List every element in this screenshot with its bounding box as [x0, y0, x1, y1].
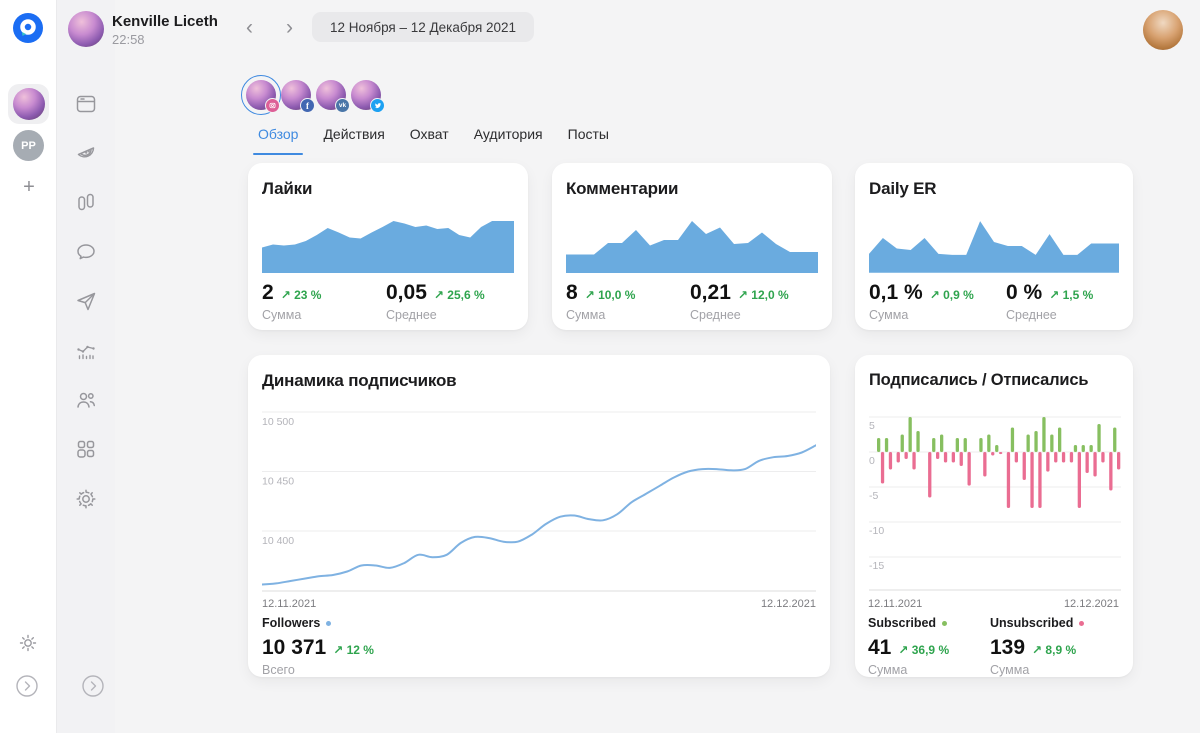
stat-average: 0,21 ↗ 12,0 % Среднее: [690, 281, 789, 322]
profile-avatar[interactable]: [1143, 10, 1183, 50]
svg-text:10 500: 10 500: [262, 416, 294, 428]
card-title: Daily ER: [869, 179, 937, 198]
nav-statistics[interactable]: [74, 339, 98, 363]
date-next-button[interactable]: ›: [286, 16, 293, 39]
livedune-logo[interactable]: [13, 13, 43, 43]
nav-watermelon[interactable]: [74, 141, 98, 165]
paper-plane-icon: [77, 292, 96, 311]
legend-dot-green: [942, 620, 948, 626]
nav-widgets[interactable]: [74, 437, 98, 461]
people-icon: [77, 392, 96, 408]
nav-comments[interactable]: [74, 240, 98, 264]
nav-direct[interactable]: [74, 289, 98, 313]
livedune-logo-icon: [13, 13, 43, 43]
svg-text:0: 0: [869, 455, 875, 467]
daily-er-sparkline-chart: [869, 221, 1119, 273]
likes-sparkline-chart: [262, 221, 514, 273]
nav-rail: [57, 0, 115, 733]
active-workspace-avatar[interactable]: [8, 84, 49, 124]
instagram-badge-icon: [265, 98, 280, 113]
gear-icon: [76, 489, 96, 509]
account-vk[interactable]: vk: [316, 80, 350, 113]
nav-settings[interactable]: [74, 487, 98, 511]
twitter-badge-icon: [370, 98, 385, 113]
theme-toggle-button[interactable]: [17, 632, 39, 659]
account-facebook[interactable]: f: [281, 80, 315, 113]
account-instagram[interactable]: [241, 75, 281, 115]
x-axis-labels: 12.11.2021 12.12.2021: [868, 598, 1119, 610]
nav-audience[interactable]: [74, 388, 98, 412]
legend-label: Followers: [262, 616, 321, 630]
tab-posts[interactable]: Посты: [567, 126, 609, 142]
x-axis-labels: 12.11.2021 12.12.2021: [262, 598, 816, 610]
dashboard-icon: [76, 95, 96, 113]
comment-bubble-icon: [77, 244, 95, 260]
nav-compare[interactable]: [74, 190, 98, 214]
x-start-label: 12.11.2021: [262, 598, 317, 610]
collapse-rail-button[interactable]: [15, 674, 39, 703]
tab-actions[interactable]: Действия: [323, 126, 385, 142]
compare-columns-icon: [78, 193, 94, 211]
stat-average: 0,05 ↗ 25,6 % Среднее: [386, 281, 485, 322]
nav-dashboard[interactable]: [74, 92, 98, 116]
tab-audience[interactable]: Аудитория: [473, 126, 543, 142]
subscribed-bar-chart: 5 0 -5 -10 -15: [869, 416, 1121, 591]
current-account-name: Kenville Liceth: [112, 13, 218, 30]
primary-rail: PP +: [0, 0, 57, 733]
likes-card: Лайки 2 ↗ 23 % Сумма 0,05 ↗ 25,6 % Среднее: [248, 163, 528, 330]
widgets-grid-icon: [77, 440, 95, 458]
add-workspace-button[interactable]: +: [23, 175, 35, 198]
workspace-avatar-image: [12, 88, 45, 120]
collapse-nav-button[interactable]: [81, 674, 105, 703]
stat-sum: 0,1 % ↗ 0,9 % Сумма: [869, 281, 974, 322]
x-end-label: 12.12.2021: [1063, 598, 1119, 610]
subscribers-flow-card: Подписались / Отписались 5 0 -5 -10 -15 12.1…: [855, 355, 1133, 677]
x-end-label: 12.12.2021: [760, 598, 816, 610]
tab-reach[interactable]: Охват: [409, 126, 449, 142]
svg-text:5: 5: [869, 420, 875, 432]
account-twitter[interactable]: [351, 80, 385, 113]
date-range-picker[interactable]: 12 Ноября – 12 Декабря 2021: [312, 12, 535, 42]
facebook-badge-icon: f: [300, 98, 315, 113]
sun-icon: [19, 634, 37, 652]
svg-text:-5: -5: [869, 490, 878, 502]
svg-text:-10: -10: [869, 525, 884, 537]
stat-average: 0 % ↗ 1,5 % Среднее: [1006, 281, 1094, 322]
chevron-right-circle-icon: [16, 675, 38, 697]
workspace-pp-avatar[interactable]: PP: [13, 130, 44, 161]
followers-line-chart: 10 500 10 450 10 400: [262, 411, 816, 592]
vk-badge-icon: vk: [335, 98, 350, 113]
legend-label: Subscribed: [868, 616, 937, 630]
tab-overview[interactable]: Обзор: [252, 126, 304, 155]
current-account-avatar[interactable]: [68, 11, 104, 47]
stats-dots-icon: [77, 345, 95, 360]
x-start-label: 12.11.2021: [868, 598, 923, 610]
stat-sum: 2 ↗ 23 % Сумма: [262, 281, 322, 322]
legend-label: Unsubscribed: [990, 616, 1074, 630]
stat-sum: 8 ↗ 10,0 % Сумма: [566, 281, 636, 322]
subscribed-stat: Subscribed 41 ↗ 36,9 % Сумма: [868, 616, 950, 677]
watermelon-icon: [77, 147, 95, 158]
comments-card: Комментарии 8 ↗ 10,0 % Сумма 0,21 ↗ 12,0 %…: [552, 163, 832, 330]
followers-dynamics-card: Динамика подписчиков 10 500 10 450 10 400 …: [248, 355, 830, 677]
unsubscribed-stat: Unsubscribed 139 ↗ 8,9 % Сумма: [990, 616, 1085, 677]
svg-text:10 450: 10 450: [262, 476, 294, 488]
comments-sparkline-chart: [566, 221, 818, 273]
followers-total-stat: Followers 10 371 ↗ 12 % Всего: [262, 616, 374, 677]
date-prev-button[interactable]: ‹: [246, 16, 253, 39]
card-title: Лайки: [262, 179, 313, 198]
svg-text:10 400: 10 400: [262, 535, 294, 547]
section-tabs: Обзор Действия Охват Аудитория Посты: [252, 126, 609, 155]
daily-er-card: Daily ER 0,1 % ↗ 0,9 % Сумма 0 % ↗ 1,5 % С…: [855, 163, 1133, 330]
card-title: Комментарии: [566, 179, 679, 198]
svg-text:-15: -15: [869, 560, 884, 572]
card-title: Подписались / Отписались: [869, 371, 1089, 389]
current-account-time: 22:58: [112, 32, 145, 47]
legend-dot-red: [1079, 620, 1085, 626]
chevron-right-circle-icon: [82, 675, 104, 697]
legend-dot-blue: [326, 620, 332, 626]
card-title: Динамика подписчиков: [262, 371, 457, 390]
